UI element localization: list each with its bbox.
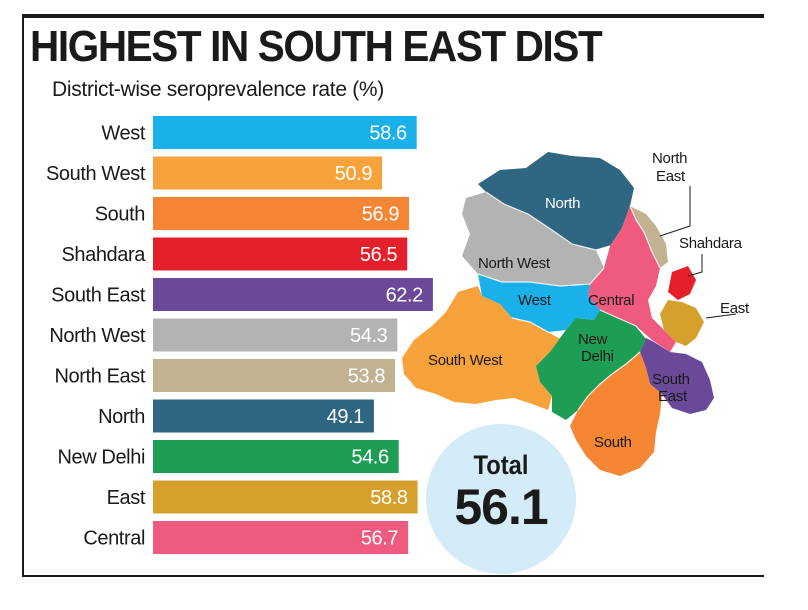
map-label-north-east-2: East — [656, 168, 686, 185]
category-label-shahdara: Shahdara — [61, 244, 146, 266]
map-region-east — [660, 300, 704, 346]
total-label: Total — [473, 450, 529, 480]
map-region-west — [478, 274, 600, 332]
category-label-north: North — [98, 406, 145, 428]
category-label-north-west: North West — [49, 325, 146, 347]
value-label-new-delhi: 54.6 — [351, 447, 389, 469]
map-label-shahdara: Shahdara — [679, 235, 743, 252]
map-region-north-east — [630, 206, 668, 268]
value-label-central: 56.7 — [361, 528, 399, 550]
map-region-north — [478, 152, 634, 250]
map-region-south-east — [640, 338, 714, 414]
bar-west — [153, 116, 417, 149]
value-label-west: 58.6 — [369, 123, 407, 145]
category-label-new-delhi: New Delhi — [57, 447, 145, 469]
map-label-central: Central — [588, 292, 634, 309]
bar-east — [153, 480, 418, 514]
map-region-south-west — [402, 286, 560, 410]
value-label-shahdara: 56.5 — [360, 244, 398, 266]
left-rule — [22, 18, 24, 577]
value-label-north-west: 54.3 — [350, 325, 388, 347]
bar-north-east — [153, 359, 396, 392]
bar-south-west — [153, 156, 383, 190]
category-label-central: Central — [83, 528, 145, 550]
map-label-north-west: North West — [478, 255, 551, 272]
bar-group: West 58.6 South West 50.9 South 56.9 Shahdara 5… — [46, 116, 433, 554]
category-label-east: East — [107, 487, 146, 509]
top-rule — [22, 14, 764, 18]
map-label-new-delhi-1: New — [578, 331, 608, 348]
value-label-north: 49.1 — [327, 406, 365, 428]
map-region-north-west — [462, 192, 604, 286]
bar-shahdara — [153, 237, 408, 271]
category-label-south: South — [95, 204, 145, 226]
bar-central — [153, 521, 409, 554]
value-label-south-west: 50.9 — [335, 163, 373, 185]
map-label-south-west: South West — [428, 352, 503, 369]
map-region-central — [588, 206, 676, 352]
map-label-south-east-1: South — [652, 371, 690, 388]
map-label-east: East — [720, 300, 750, 317]
map-label-south: South — [594, 434, 632, 451]
total-value: 56.1 — [454, 479, 548, 535]
bar-south — [153, 197, 410, 230]
map-region-south — [570, 352, 662, 476]
value-label-south-east: 62.2 — [386, 285, 424, 307]
map-region-new-delhi — [536, 310, 646, 420]
bar-north — [153, 399, 374, 433]
map-region-shahdara — [668, 266, 696, 300]
bar-north-west — [153, 318, 398, 352]
chart-title: HIGHEST IN SOUTH EAST DIST — [30, 22, 603, 71]
district-map: North North East Shahdara North West Wes… — [402, 150, 750, 476]
category-label-south-east: South East — [51, 285, 146, 307]
value-label-north-east: 53.8 — [348, 366, 386, 388]
bottom-rule — [22, 575, 764, 577]
map-label-north: North — [545, 195, 580, 212]
bar-south-east — [153, 278, 433, 311]
total-badge: Total 56.1 — [426, 424, 576, 574]
chart-subtitle: District-wise seroprevalence rate (%) — [52, 78, 384, 101]
value-label-south: 56.9 — [362, 204, 400, 226]
category-label-north-east: North East — [55, 366, 146, 388]
map-label-north-east-1: North — [652, 150, 687, 167]
map-label-west: West — [518, 292, 552, 309]
map-label-new-delhi-2: Delhi — [581, 348, 614, 365]
category-label-south-west: South West — [46, 163, 146, 185]
category-label-west: West — [101, 123, 145, 145]
map-label-south-east-2: East — [658, 388, 688, 405]
bar-new-delhi — [153, 440, 399, 473]
value-label-east: 58.8 — [370, 487, 408, 509]
